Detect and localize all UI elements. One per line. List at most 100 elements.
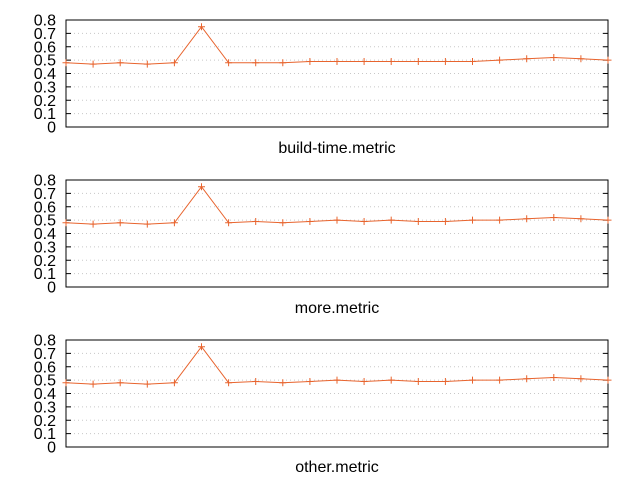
y-tick-label: 0 [47, 280, 56, 297]
y-tick-label: 0.7 [34, 26, 56, 43]
y-tick-label: 0.5 [34, 53, 56, 70]
data-point [523, 375, 531, 383]
data-point [89, 220, 97, 228]
data-point [225, 379, 233, 387]
x-axis-label: more.metric [295, 300, 379, 317]
data-point [604, 216, 612, 224]
data-point [441, 57, 449, 65]
data-point [198, 343, 205, 351]
y-tick-label: 0.8 [34, 173, 56, 190]
data-point [143, 220, 151, 228]
data-point [170, 59, 178, 67]
data-point [577, 215, 585, 223]
y-tick-label: 0.5 [34, 213, 56, 230]
x-axis-label: other.metric [295, 459, 379, 476]
data-point [62, 219, 70, 227]
data-point [441, 217, 449, 225]
data-point [414, 377, 422, 385]
data-point [143, 380, 151, 388]
data-point [116, 379, 124, 387]
data-point [225, 59, 233, 67]
y-tick-label: 0.3 [34, 239, 56, 256]
data-point [306, 57, 314, 65]
data-point [333, 376, 341, 384]
chart-panel: 00.10.20.30.40.50.60.70.8 other.metric [34, 333, 612, 476]
data-point [577, 375, 585, 383]
y-tick-label: 0 [47, 440, 56, 457]
y-tick-label: 0.2 [34, 93, 56, 110]
y-tick-label: 0.2 [34, 253, 56, 270]
data-point [469, 376, 476, 384]
y-tick-label: 0.3 [34, 79, 56, 96]
data-point [333, 216, 341, 224]
data-point [333, 57, 341, 65]
plot-frame [65, 19, 609, 128]
data-point [143, 60, 151, 68]
data-point [198, 183, 205, 191]
data-point [89, 60, 97, 68]
data-point [252, 217, 260, 225]
data-point [62, 59, 70, 67]
y-tick-label: 0.4 [34, 66, 56, 83]
data-point [414, 57, 422, 65]
chart-panel: 00.10.20.30.40.50.60.70.8 more.metric [34, 173, 612, 317]
data-point [170, 379, 178, 387]
y-tick-label: 0.8 [34, 333, 56, 350]
y-tick-label: 0 [47, 120, 56, 137]
y-tick-label: 0.2 [34, 413, 56, 430]
data-point [496, 56, 504, 64]
data-point [252, 59, 260, 67]
data-point [306, 377, 314, 385]
data-point [550, 53, 558, 61]
y-tick-label: 0.6 [34, 39, 56, 56]
y-tick-label: 0.6 [34, 359, 56, 376]
plot-frame [65, 339, 609, 448]
data-point [306, 217, 314, 225]
data-point [170, 219, 178, 227]
data-point [279, 379, 287, 387]
data-point [387, 376, 395, 384]
y-tick-label: 0.1 [34, 106, 56, 123]
data-point [279, 59, 287, 67]
data-point [116, 219, 124, 227]
y-tick-label: 0.1 [34, 426, 56, 443]
x-axis-label: build-time.metric [278, 140, 395, 157]
data-point [604, 56, 612, 64]
data-point [387, 57, 395, 65]
y-tick-label: 0.7 [34, 186, 56, 203]
data-point [360, 217, 368, 225]
data-point [441, 377, 449, 385]
data-point [496, 376, 504, 384]
data-point [360, 57, 368, 65]
plot-frame [65, 179, 609, 288]
data-point [604, 376, 612, 384]
data-point [89, 380, 97, 388]
data-point [577, 55, 585, 63]
data-point [279, 219, 287, 227]
data-point [387, 216, 395, 224]
y-tick-label: 0.1 [34, 266, 56, 283]
y-tick-label: 0.4 [34, 386, 56, 403]
data-point [550, 213, 558, 221]
data-point [523, 215, 531, 223]
y-tick-label: 0.7 [34, 346, 56, 363]
data-point [360, 377, 368, 385]
data-point [496, 216, 504, 224]
y-tick-label: 0.8 [34, 13, 56, 30]
data-point [469, 216, 476, 224]
data-point [550, 373, 558, 381]
y-tick-label: 0.4 [34, 226, 56, 243]
data-point [62, 379, 70, 387]
chart-panel: 00.10.20.30.40.50.60.70.8 build-time.metr… [34, 13, 612, 157]
data-point [469, 57, 476, 65]
y-tick-label: 0.6 [34, 199, 56, 216]
data-point [225, 219, 233, 227]
y-tick-label: 0.5 [34, 373, 56, 390]
data-point [523, 55, 531, 63]
data-point [116, 59, 124, 67]
data-point [198, 23, 205, 31]
y-tick-label: 0.3 [34, 399, 56, 416]
data-point [414, 217, 422, 225]
